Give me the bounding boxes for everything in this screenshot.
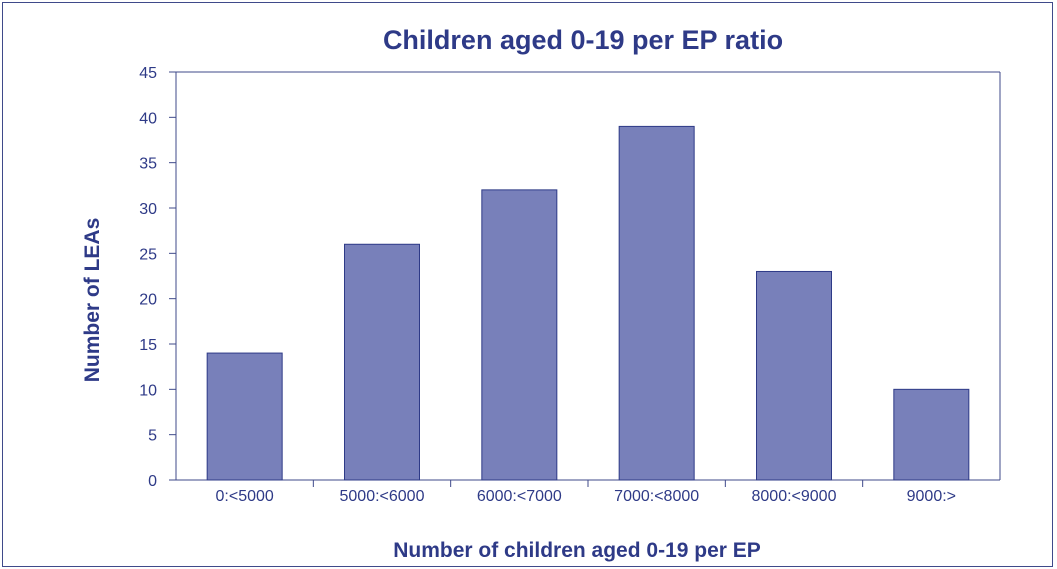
bars: [206, 125, 970, 481]
x-axis-title: Number of children aged 0-19 per EP: [393, 539, 761, 562]
y-tick-label: 45: [139, 65, 157, 82]
y-tick-label: 30: [139, 201, 157, 218]
chart-title: Children aged 0-19 per EP ratio: [383, 25, 783, 55]
y-tick-label: 15: [139, 337, 157, 354]
x-tick-label: 6000:<7000: [477, 488, 562, 505]
y-tick-label: 20: [139, 292, 157, 309]
y-axis-title: Number of LEAs: [81, 218, 104, 383]
y-axis: 0 5 10 15 20 25 30 35 40 45: [139, 65, 1001, 490]
y-tick-label: 5: [148, 428, 157, 445]
x-tick-label: 8000:<9000: [752, 488, 837, 505]
bar-6000-7000: [481, 189, 558, 481]
y-tick-label: 0: [148, 473, 157, 490]
bar-8000-9000: [756, 270, 832, 481]
x-axis: 0:<5000 5000:<6000 6000:<7000 7000:<8000 800…: [176, 479, 1000, 505]
x-tick-label: 7000:<8000: [614, 488, 699, 505]
x-tick-label: 0:<5000: [216, 488, 274, 505]
y-tick-label: 10: [139, 382, 157, 399]
y-tick-label: 25: [139, 246, 157, 263]
y-tick-label: 40: [139, 110, 157, 127]
x-tick-label: 9000:>: [907, 488, 956, 505]
bar-0-5000: [206, 352, 283, 481]
y-tick-label: 35: [139, 156, 157, 173]
bar-7000-8000: [618, 125, 695, 481]
bar-9000: [893, 388, 970, 481]
bar-5000-6000: [344, 243, 420, 481]
x-tick-label: 5000:<6000: [340, 488, 425, 505]
